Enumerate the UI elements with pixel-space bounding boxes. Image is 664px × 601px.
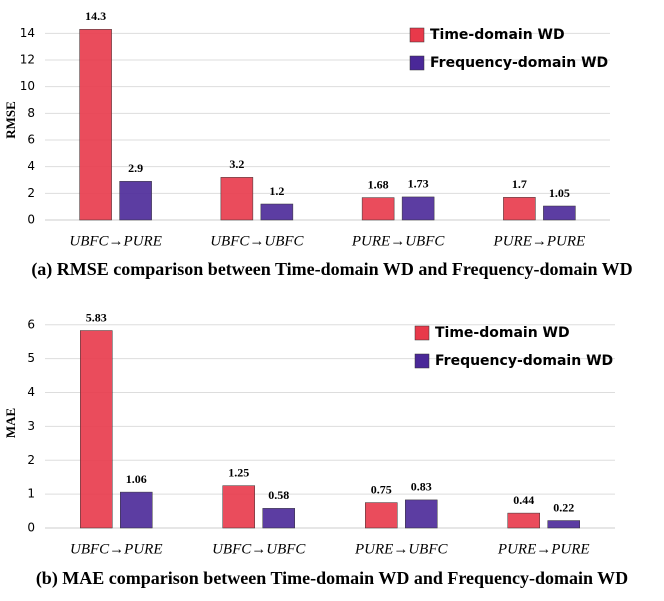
value-label: 0.75 [371, 482, 392, 496]
bar [507, 512, 540, 529]
bar [79, 29, 112, 221]
bar [220, 177, 254, 221]
value-label: 3.2 [229, 157, 244, 171]
x-tick-label: UBFC→UBFC [210, 233, 304, 249]
value-label: 0.58 [268, 488, 289, 502]
value-label: 1.68 [368, 177, 389, 191]
value-label: 1.7 [512, 177, 527, 191]
value-label: 2.9 [128, 161, 143, 175]
value-label: 0.22 [553, 500, 574, 514]
value-label: 5.83 [86, 310, 107, 324]
bar [401, 196, 435, 221]
legend-swatch [414, 353, 430, 369]
bar [503, 197, 536, 221]
legend-label: Frequency-domain WD [435, 353, 613, 369]
bar [80, 330, 113, 529]
bar [365, 502, 398, 529]
bar [119, 181, 152, 221]
value-label: 14.3 [85, 9, 106, 23]
value-label: 1.05 [549, 186, 570, 200]
value-label: 1.2 [269, 184, 284, 198]
y-tick-label: 6 [27, 133, 35, 147]
y-tick-label: 10 [20, 79, 35, 93]
x-tick-label: PURE→PURE [497, 541, 590, 557]
value-label: 1.25 [228, 465, 249, 479]
y-tick-label: 2 [27, 186, 35, 200]
bar [120, 491, 153, 529]
legend-swatch [409, 55, 425, 71]
value-label: 1.73 [408, 177, 429, 191]
x-tick-label: UBFC→PURE [70, 541, 162, 557]
x-tick-label: UBFC→UBFC [212, 541, 306, 557]
legend-label: Time-domain WD [435, 325, 570, 341]
y-tick-label: 2 [27, 453, 35, 467]
bar [222, 485, 255, 529]
value-label: 1.06 [126, 472, 147, 486]
legend-swatch [414, 325, 430, 341]
bar [547, 520, 580, 529]
legend-label: Time-domain WD [430, 27, 565, 43]
y-tick-label: 12 [20, 53, 35, 67]
x-tick-label: PURE→UBFC [354, 541, 448, 557]
y-tick-label: 5 [27, 351, 35, 365]
y-axis-label: MAE [3, 408, 18, 438]
chart-title: (b) MAE comparison between Time-domain W… [36, 568, 628, 589]
y-tick-label: 3 [27, 419, 35, 433]
bar [405, 499, 438, 529]
y-tick-label: 8 [27, 106, 35, 120]
x-tick-label: PURE→UBFC [351, 233, 445, 249]
bar [543, 205, 576, 221]
chart-title: (a) RMSE comparison between Time-domain … [31, 259, 632, 280]
legend-swatch [409, 27, 425, 43]
y-tick-label: 1 [27, 487, 35, 501]
bar [260, 203, 294, 221]
x-tick-label: UBFC→PURE [69, 233, 161, 249]
y-tick-label: 0 [27, 213, 35, 227]
y-axis-label: RMSE [3, 101, 18, 139]
value-label: 0.83 [411, 480, 432, 494]
y-tick-label: 4 [27, 385, 35, 399]
value-label: 0.44 [513, 493, 534, 507]
y-tick-label: 4 [27, 159, 35, 173]
y-tick-label: 0 [27, 521, 35, 535]
legend-label: Frequency-domain WD [430, 55, 608, 71]
x-tick-label: PURE→PURE [493, 233, 586, 249]
y-tick-label: 6 [27, 317, 35, 331]
bar [262, 508, 295, 529]
y-tick-label: 14 [20, 26, 35, 40]
bar [361, 197, 395, 221]
